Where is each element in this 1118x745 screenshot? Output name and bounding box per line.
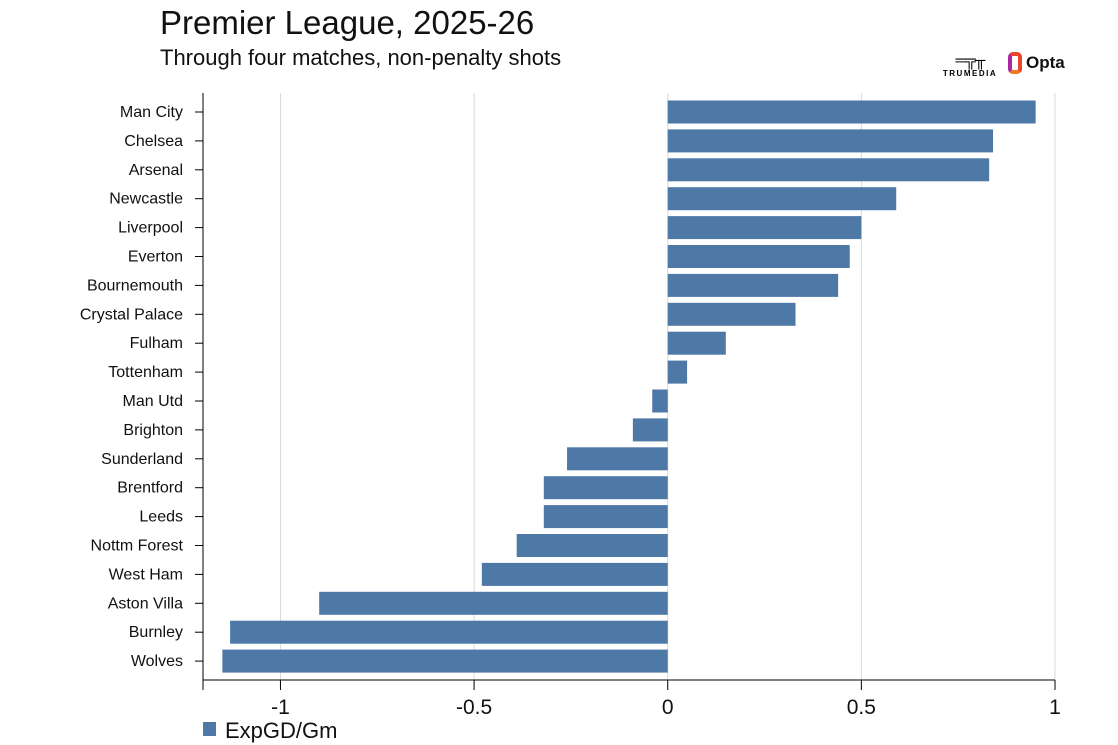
bar — [667, 360, 688, 384]
y-tick-label: Fulham — [130, 335, 183, 352]
chart-subtitle: Through four matches, non-penalty shots — [160, 45, 562, 70]
bar — [667, 331, 726, 355]
bar — [230, 620, 668, 644]
bar — [667, 100, 1036, 124]
y-tick-label: Aston Villa — [108, 595, 183, 612]
bar — [222, 649, 668, 673]
opta-mark-icon — [1008, 52, 1022, 74]
opta-logo: Opta — [1008, 52, 1065, 74]
bar — [516, 534, 668, 557]
y-tick-label: Burnley — [129, 624, 183, 641]
x-tick-label: 1 — [1049, 696, 1061, 719]
bar — [632, 418, 668, 442]
y-tick-label: Liverpool — [118, 220, 183, 237]
bar — [667, 216, 862, 240]
y-tick-label: Brentford — [117, 480, 183, 497]
y-tick-label: Sunderland — [101, 451, 183, 468]
x-tick-label: -1 — [271, 696, 290, 719]
bar — [667, 273, 839, 297]
chart-title: Premier League, 2025-26 — [160, 4, 535, 41]
y-tick-label: Chelsea — [124, 133, 183, 150]
bar — [667, 129, 994, 153]
bar — [543, 505, 668, 529]
x-tick-label: 0 — [662, 696, 674, 719]
bar — [543, 476, 668, 500]
trumedia-logo: ═╦╥ TRUMEDIA — [942, 52, 998, 78]
bar — [667, 158, 990, 182]
y-tick-label: Brighton — [123, 422, 183, 439]
y-tick-label: Arsenal — [129, 162, 183, 179]
y-tick-label: Man Utd — [123, 393, 183, 410]
x-tick-label: -0.5 — [456, 696, 492, 719]
y-tick-label: Crystal Palace — [80, 306, 183, 323]
y-tick-label: Leeds — [139, 509, 183, 526]
bar — [319, 591, 668, 615]
y-tick-label: Man City — [120, 104, 183, 121]
x-tick-label: 0.5 — [847, 696, 876, 719]
legend-swatch — [203, 722, 216, 736]
legend-label: ExpGD/Gm — [225, 718, 337, 743]
bar — [481, 562, 668, 586]
y-tick-label: Bournemouth — [87, 277, 183, 294]
y-tick-label: Tottenham — [108, 364, 183, 381]
y-tick-label: Newcastle — [109, 191, 183, 208]
y-tick-label: Wolves — [131, 653, 183, 670]
bar — [667, 187, 897, 211]
bar — [652, 389, 668, 413]
bar — [667, 245, 850, 268]
bar — [667, 302, 796, 326]
bar — [567, 447, 668, 471]
y-tick-label: Nottm Forest — [91, 538, 184, 555]
y-tick-label: West Ham — [109, 566, 183, 583]
y-tick-label: Everton — [128, 249, 183, 266]
